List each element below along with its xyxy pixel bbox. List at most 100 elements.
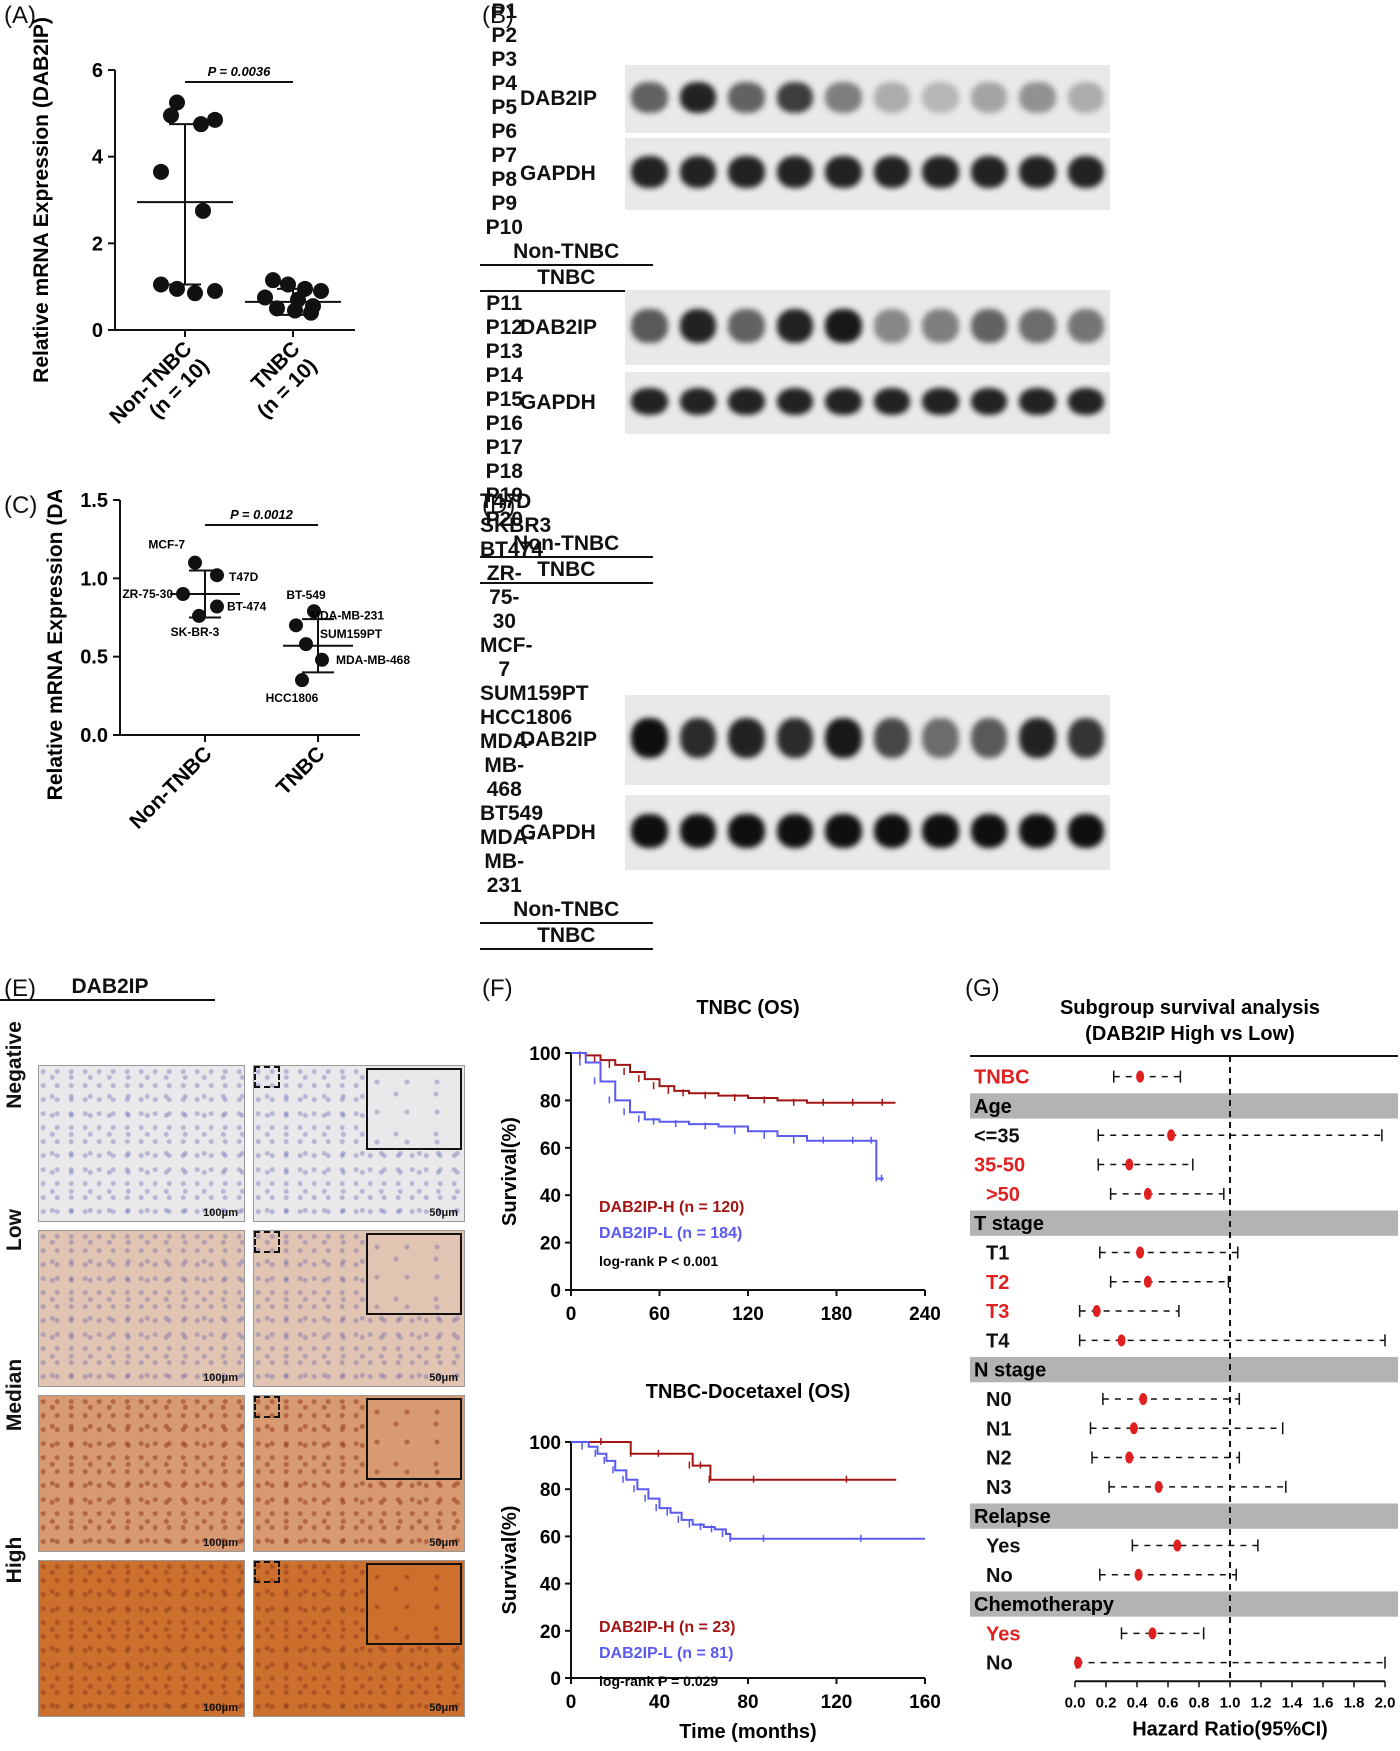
data-point xyxy=(207,111,223,128)
ihc-inset xyxy=(366,1563,462,1645)
band xyxy=(1067,82,1104,113)
survival-curve xyxy=(571,1052,884,1180)
data-point xyxy=(315,652,329,667)
y-tick-label: 6 xyxy=(92,60,103,82)
band xyxy=(1019,82,1056,113)
band xyxy=(825,717,862,758)
row-label: T1 xyxy=(986,1242,1009,1264)
ihc-image-low-mag: 100μm xyxy=(38,1230,245,1387)
gapdh-strip xyxy=(625,372,1110,434)
data-point xyxy=(210,568,224,583)
hazard-ratio-point xyxy=(1139,1392,1148,1405)
subgroup-header: N stage xyxy=(974,1360,1046,1382)
subgroup-band xyxy=(970,1210,1398,1236)
band xyxy=(825,308,862,343)
band xyxy=(679,82,716,113)
band xyxy=(970,813,1007,848)
band xyxy=(631,308,668,343)
group-line-tnbc xyxy=(480,948,653,950)
lane-label: MCF-7 xyxy=(480,634,533,681)
x-tick-label: 1.0 xyxy=(1220,1694,1241,1711)
band xyxy=(1019,387,1056,416)
group-label-non-tnbc: Non-TNBC xyxy=(513,532,620,555)
band xyxy=(1067,717,1104,758)
x-tick-label: TNBC(n = 10) xyxy=(236,337,322,423)
point-label: MDA-MB-468 xyxy=(336,653,410,667)
band xyxy=(631,387,668,416)
legend-entry: DAB2IP-L (n = 81) xyxy=(599,1645,733,1662)
band xyxy=(922,82,959,113)
lane-label: P6 xyxy=(491,120,518,143)
x-tick-label: TNBC xyxy=(272,742,330,800)
lane-label: SKBR3 xyxy=(480,514,552,537)
scale-bar-label: 50μm xyxy=(429,1207,458,1219)
band xyxy=(776,813,813,848)
western-blot-b: P1 P2 P3 P4 P5 P6 P7 P8 P9 P10 DAB2IP GAPDH Non-TNBC… xyxy=(480,0,1180,584)
scale-bar-label: 100μm xyxy=(203,1372,238,1384)
survival-curve xyxy=(571,1441,925,1540)
ihc-title: DAB2IP xyxy=(71,975,149,998)
hazard-ratio-point xyxy=(1173,1539,1182,1552)
row-label: T3 xyxy=(986,1301,1009,1323)
data-point xyxy=(176,587,190,601)
x-tick-label: 0 xyxy=(566,1304,577,1320)
point-label: MCF-7 xyxy=(148,538,185,552)
band xyxy=(728,156,765,189)
lane-label: P3 xyxy=(491,48,518,71)
group-line-non-tnbc xyxy=(480,556,653,558)
subgroup-header: Chemotherapy xyxy=(974,1594,1115,1616)
point-label: SUM159PT xyxy=(320,627,383,641)
y-tick-label: 0.0 xyxy=(80,725,108,747)
y-tick-label: 60 xyxy=(540,1139,561,1160)
band xyxy=(873,156,910,189)
ihc-inset xyxy=(366,1233,462,1315)
y-tick-label: 40 xyxy=(540,1575,561,1596)
group-line-non-tnbc xyxy=(480,264,653,266)
data-point xyxy=(153,276,169,293)
band xyxy=(1067,387,1104,416)
data-point xyxy=(153,163,169,180)
band xyxy=(873,717,910,758)
group-label-non-tnbc: Non-TNBC xyxy=(513,898,620,921)
scale-bar-label: 100μm xyxy=(203,1702,238,1714)
chart-a-scatter: 0 2 4 6 Relative mRNA Expression (DAB2IP) Non… xyxy=(30,17,355,445)
dab2ip-strip xyxy=(625,65,1110,133)
km-chart-tnbc-docetaxel-os: TNBC-Docetaxel (OS) 0 20 40 60 80 100 0 40 80 120 1… xyxy=(499,1381,940,1743)
survival-curve xyxy=(571,1441,897,1481)
data-point xyxy=(207,283,223,299)
subgroup-header: T stage xyxy=(974,1213,1044,1235)
dab2ip-strip xyxy=(625,695,1110,785)
point-label: MDA-MB-231 xyxy=(310,608,384,622)
subgroup-header: Age xyxy=(974,1096,1012,1118)
ihc-image-high-mag: 50μm xyxy=(253,1395,465,1552)
subgroup-header: Relapse xyxy=(974,1506,1051,1528)
y-axis-label: Survival(%) xyxy=(499,1506,521,1615)
point-label: BT-549 xyxy=(286,588,326,602)
lane-label: P8 xyxy=(491,168,518,191)
band xyxy=(679,387,716,416)
x-tick-label: 120 xyxy=(732,1304,764,1320)
panel-label-c: (C) xyxy=(4,492,38,519)
data-point xyxy=(280,276,296,293)
row-label: N1 xyxy=(986,1418,1012,1440)
panel-label-b: (B) xyxy=(482,2,514,29)
data-point xyxy=(287,302,303,319)
x-tick-label: 160 xyxy=(909,1692,940,1713)
gapdh-strip xyxy=(625,138,1110,210)
hazard-ratio-point xyxy=(1136,1246,1145,1259)
band xyxy=(728,308,765,343)
y-tick-label: 20 xyxy=(540,1234,561,1255)
ihc-title-line xyxy=(0,999,215,1001)
zoom-region-box xyxy=(254,1561,280,1583)
zoom-region-box xyxy=(254,1396,280,1418)
band xyxy=(825,813,862,848)
y-tick-label: 100 xyxy=(529,1044,561,1065)
band xyxy=(776,308,813,343)
y-tick-label: 80 xyxy=(540,1480,561,1501)
band xyxy=(631,82,668,113)
protein-label-gapdh: GAPDH xyxy=(520,391,596,414)
lane-label: SUM159PT xyxy=(480,682,589,705)
protein-label-gapdh: GAPDH xyxy=(520,820,596,844)
data-point xyxy=(265,272,281,289)
x-tick-label: Non-TNBC(n = 10) xyxy=(105,337,213,445)
